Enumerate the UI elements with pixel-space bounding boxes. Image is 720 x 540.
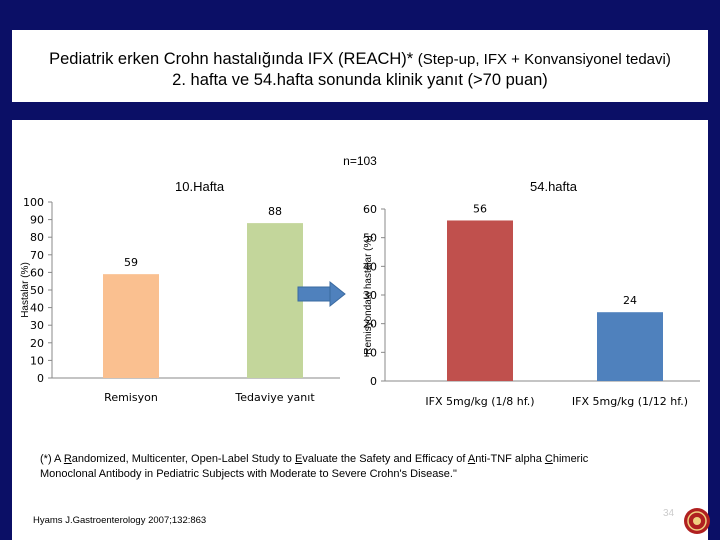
category-label: Remisyon [104,391,158,404]
transition-arrow [297,280,346,308]
y-tick-label: 90 [30,214,44,227]
bar-value-label: 88 [268,205,282,218]
bar [247,223,303,378]
footnote: (*) A Randomized, Multicenter, Open-Labe… [40,453,589,480]
y-axis-label: Hastalar (%) [20,262,31,318]
y-tick-label: 100 [23,196,44,209]
y-tick-label: 30 [363,289,377,302]
footnote-line-2: Monoclonal Antibody in Pediatric Subject… [40,468,457,480]
title-line-1: Pediatrik erken Crohn hastalığında IFX (… [0,50,720,69]
category-label: IFX 5mg/kg (1/8 hf.) [425,395,534,408]
page-number: 34 [663,508,675,519]
y-tick-label: 20 [363,318,377,331]
category-label: IFX 5mg/kg (1/12 hf.) [572,395,688,408]
bar-value-label: 24 [623,294,637,307]
y-tick-label: 30 [30,319,44,332]
y-tick-label: 70 [30,249,44,262]
y-tick-label: 40 [30,302,44,315]
y-axis-label: Remisyondaki hastalar (%) [363,235,374,355]
y-tick-label: 10 [363,346,377,359]
y-tick-label: 40 [363,260,377,273]
sample-size-label: n=103 [343,154,377,168]
chart-1-title: 10.Hafta [175,179,225,194]
y-tick-label: 80 [30,231,44,244]
bar [447,220,513,381]
bar [103,274,159,378]
citation: Hyams J.Gastroenterology 2007;132:863 [33,515,207,526]
bar [597,312,663,381]
y-tick-label: 0 [37,372,44,385]
y-tick-label: 10 [30,354,44,367]
y-tick-label: 50 [363,232,377,245]
bar-value-label: 56 [473,202,487,215]
bar-value-label: 59 [124,256,138,269]
y-tick-label: 0 [370,375,377,388]
y-tick-label: 60 [363,203,377,216]
institution-logo-icon [684,508,710,534]
y-tick-label: 50 [30,284,44,297]
title-sub: (Step-up, IFX + Konvansiyonel tedavi) [417,51,671,68]
category-label: Tedaviye yanıt [234,391,315,404]
chart-2-title: 54.hafta [530,179,577,194]
y-tick-label: 60 [30,266,44,279]
chart-54-hafta: 0 10 20 30 40 50 60 Remisyondaki hastalar (%) 56… [363,202,700,408]
title-line-2: 2. hafta ve 54.hafta sonunda klinik yanı… [172,71,548,89]
chart-10-hafta: 0 10 20 30 40 50 60 70 80 90 100 Hastalar (%) 59 Remi… [20,196,340,404]
title-main: Pediatrik erken Crohn hastalığında IFX (… [49,50,414,68]
y-tick-label: 20 [30,337,44,350]
